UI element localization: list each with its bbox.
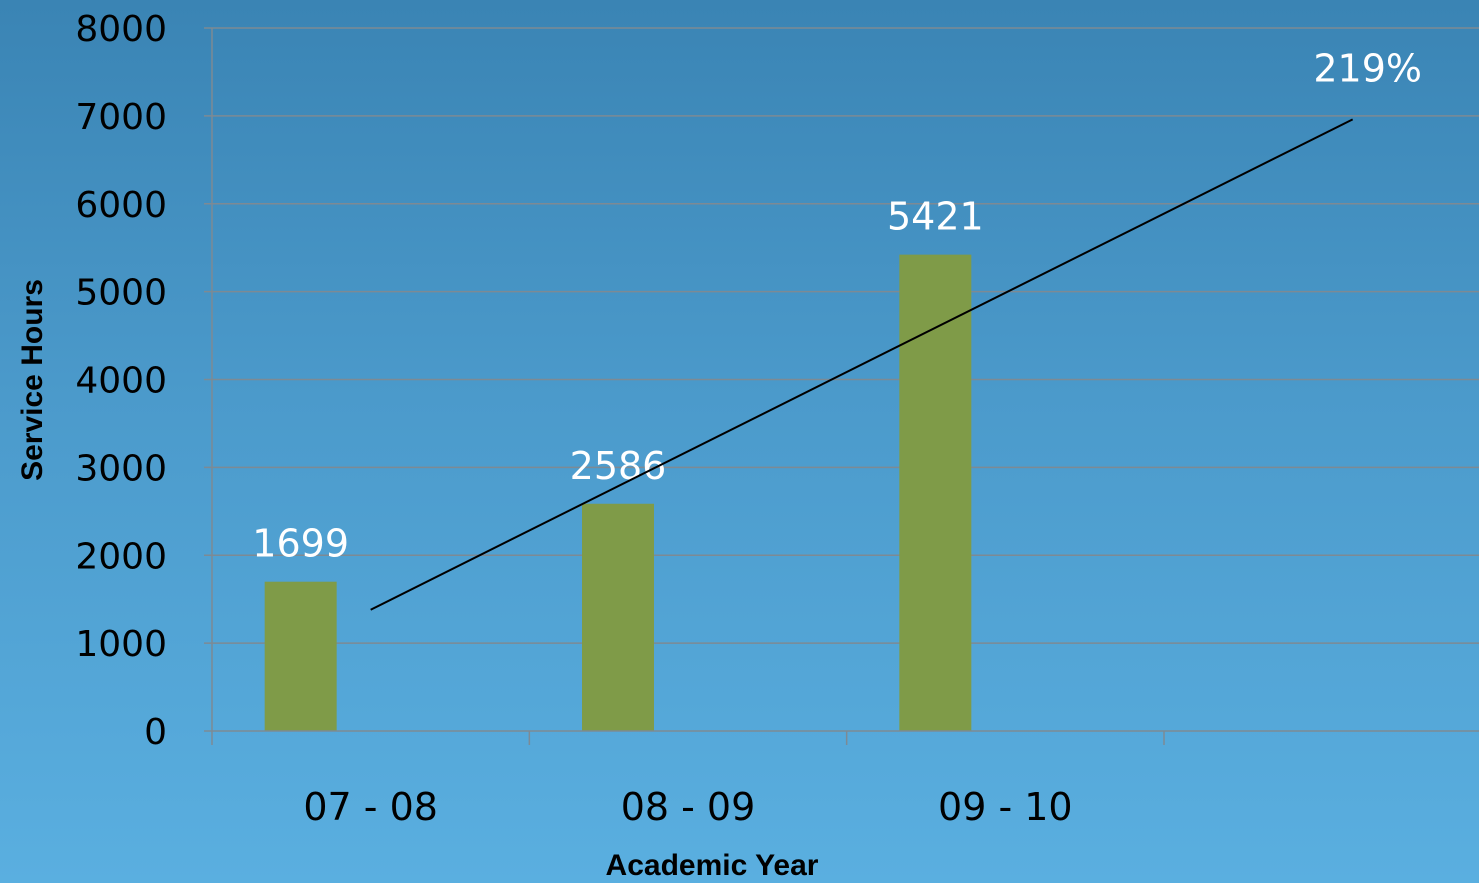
y-tick-label-1000: 1000 <box>75 624 167 665</box>
y-tick-labels: 0 1000 2000 3000 4000 5000 6000 7000 8000 <box>75 9 167 753</box>
trendline <box>370 118 1354 611</box>
trendline-label: 219% <box>1313 46 1422 90</box>
y-tick-label-6000: 6000 <box>75 185 167 226</box>
y-tick-label-7000: 7000 <box>75 97 167 138</box>
x-tick-label-2: 09 - 10 <box>938 785 1073 829</box>
data-label-1: 2586 <box>570 444 667 488</box>
y-tick-label-0: 0 <box>144 712 167 753</box>
y-tick-label-2000: 2000 <box>75 536 167 577</box>
y-tick-label-5000: 5000 <box>75 273 167 314</box>
x-tick-labels: 07 - 08 08 - 09 09 - 10 <box>303 785 1072 829</box>
bar-0 <box>264 581 337 731</box>
grid-lines <box>212 27 1479 644</box>
trendline-group: 219% <box>370 46 1422 611</box>
x-axis-label: Academic Year <box>606 849 819 882</box>
y-tick-label-3000: 3000 <box>75 448 167 489</box>
x-tick-label-0: 07 - 08 <box>303 785 438 829</box>
x-tick-label-1: 08 - 09 <box>621 785 756 829</box>
y-axis-label: Service Hours <box>16 279 49 481</box>
bar-1 <box>582 503 654 731</box>
bar-2 <box>899 254 972 731</box>
data-labels: 1699 2586 5421 <box>252 195 983 566</box>
bars <box>264 254 972 731</box>
y-tick-label-4000: 4000 <box>75 361 167 402</box>
axes <box>204 27 1479 745</box>
data-label-2: 5421 <box>887 195 984 239</box>
data-label-0: 1699 <box>252 522 349 566</box>
y-tick-label-8000: 8000 <box>75 9 167 50</box>
